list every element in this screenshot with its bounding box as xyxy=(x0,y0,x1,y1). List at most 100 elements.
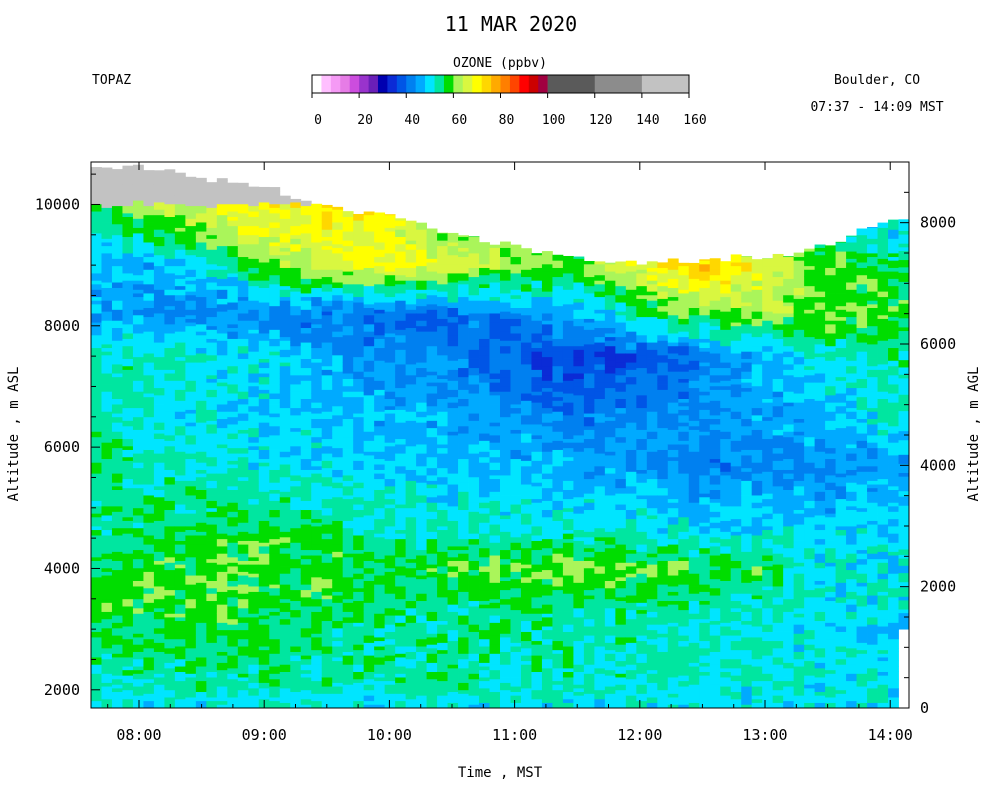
heatmap-cell xyxy=(667,325,679,334)
heatmap-cell xyxy=(615,398,627,409)
heatmap-cell xyxy=(625,538,637,545)
heatmap-cell xyxy=(111,678,123,685)
heatmap-cell xyxy=(216,358,228,363)
heatmap-cell xyxy=(520,647,532,656)
heatmap-cell xyxy=(573,555,585,561)
heatmap-cell xyxy=(646,402,658,412)
heatmap-cell xyxy=(195,362,207,372)
heatmap-cell xyxy=(426,487,438,494)
heatmap-cell xyxy=(541,617,553,627)
heatmap-cell xyxy=(332,402,344,407)
heatmap-cell xyxy=(395,309,407,316)
heatmap-cell xyxy=(741,298,753,303)
heatmap-cell xyxy=(195,305,207,312)
heatmap-cell xyxy=(195,374,207,379)
heatmap-cell xyxy=(657,487,669,496)
heatmap-cell xyxy=(332,354,344,365)
heatmap-cell xyxy=(332,391,344,399)
heatmap-cell xyxy=(237,518,249,523)
heatmap-cell xyxy=(195,331,207,336)
heatmap-cell xyxy=(269,697,281,702)
heatmap-cell xyxy=(657,365,669,376)
heatmap-cell xyxy=(353,220,365,227)
heatmap-cell xyxy=(216,571,228,580)
heatmap-cell xyxy=(520,493,532,500)
heatmap-cell xyxy=(195,427,207,436)
heatmap-cell xyxy=(164,484,176,490)
heatmap-cell xyxy=(374,598,386,603)
heatmap-cell xyxy=(122,516,134,521)
heatmap-cell xyxy=(111,455,123,465)
heatmap-cell xyxy=(531,564,543,572)
heatmap-cell xyxy=(216,278,228,287)
heatmap-cell xyxy=(594,513,606,521)
heatmap-cell xyxy=(552,617,564,622)
heatmap-cell xyxy=(332,476,344,483)
heatmap-cell xyxy=(562,373,574,381)
heatmap-cell xyxy=(332,269,344,274)
heatmap-cell xyxy=(583,544,595,549)
heatmap-cell xyxy=(374,334,386,339)
heatmap-cell xyxy=(374,420,386,427)
heatmap-cell xyxy=(479,556,490,567)
heatmap-cell xyxy=(416,704,427,709)
heatmap-cell xyxy=(111,691,123,702)
heatmap-cell xyxy=(510,669,522,678)
heatmap-cell xyxy=(300,435,312,441)
heatmap-cell xyxy=(741,382,753,389)
heatmap-cell xyxy=(447,576,459,581)
heatmap-cell xyxy=(489,456,501,463)
heatmap-cell xyxy=(384,453,396,458)
heatmap-cell xyxy=(321,283,333,292)
heatmap-cell xyxy=(720,338,732,347)
heatmap-cell xyxy=(636,334,648,343)
heatmap-cell xyxy=(646,280,658,285)
heatmap-cell xyxy=(237,531,249,541)
heatmap-cell xyxy=(468,453,480,460)
heatmap-cell xyxy=(720,571,732,581)
heatmap-cell xyxy=(573,582,585,587)
heatmap-cell xyxy=(416,586,427,594)
heatmap-cell xyxy=(667,651,679,660)
heatmap-cell xyxy=(720,500,732,507)
heatmap-cell xyxy=(91,200,102,205)
heatmap-cell xyxy=(353,425,365,432)
heatmap-cell xyxy=(447,285,459,296)
heatmap-cell xyxy=(468,637,480,645)
heatmap-cell xyxy=(500,262,511,267)
heatmap-cell xyxy=(300,429,312,436)
heatmap-cell xyxy=(311,413,323,420)
heatmap-cell xyxy=(479,253,490,258)
heatmap-cell xyxy=(269,653,281,662)
heatmap-cell xyxy=(227,485,239,490)
heatmap-cell xyxy=(395,409,407,420)
heatmap-cell xyxy=(206,666,218,672)
heatmap-cell xyxy=(153,505,165,516)
heatmap-cell xyxy=(111,404,123,414)
heatmap-cell xyxy=(552,449,564,460)
heatmap-cell xyxy=(489,535,501,543)
heatmap-cell xyxy=(741,449,753,456)
heatmap-cell xyxy=(699,391,711,396)
heatmap-cell xyxy=(573,496,585,507)
heatmap-cell xyxy=(604,402,616,409)
heatmap-cell xyxy=(699,600,711,605)
heatmap-cell xyxy=(248,560,260,565)
heatmap-cell xyxy=(426,396,438,407)
heatmap-cell xyxy=(583,547,595,552)
heatmap-cell xyxy=(122,323,134,334)
heatmap-cell xyxy=(510,289,522,296)
heatmap-cell xyxy=(699,622,711,632)
heatmap-cell xyxy=(143,365,155,370)
heatmap-cell xyxy=(353,407,365,414)
heatmap-cell xyxy=(111,334,123,341)
heatmap-cell xyxy=(174,689,186,700)
heatmap-cell xyxy=(520,520,532,525)
heatmap-cell xyxy=(395,480,407,485)
heatmap-cell xyxy=(353,587,365,592)
heatmap-cell xyxy=(500,362,511,370)
heatmap-cell xyxy=(520,498,532,505)
heatmap-cell xyxy=(185,333,197,343)
heatmap-cell xyxy=(510,635,522,643)
heatmap-cell xyxy=(374,256,386,263)
